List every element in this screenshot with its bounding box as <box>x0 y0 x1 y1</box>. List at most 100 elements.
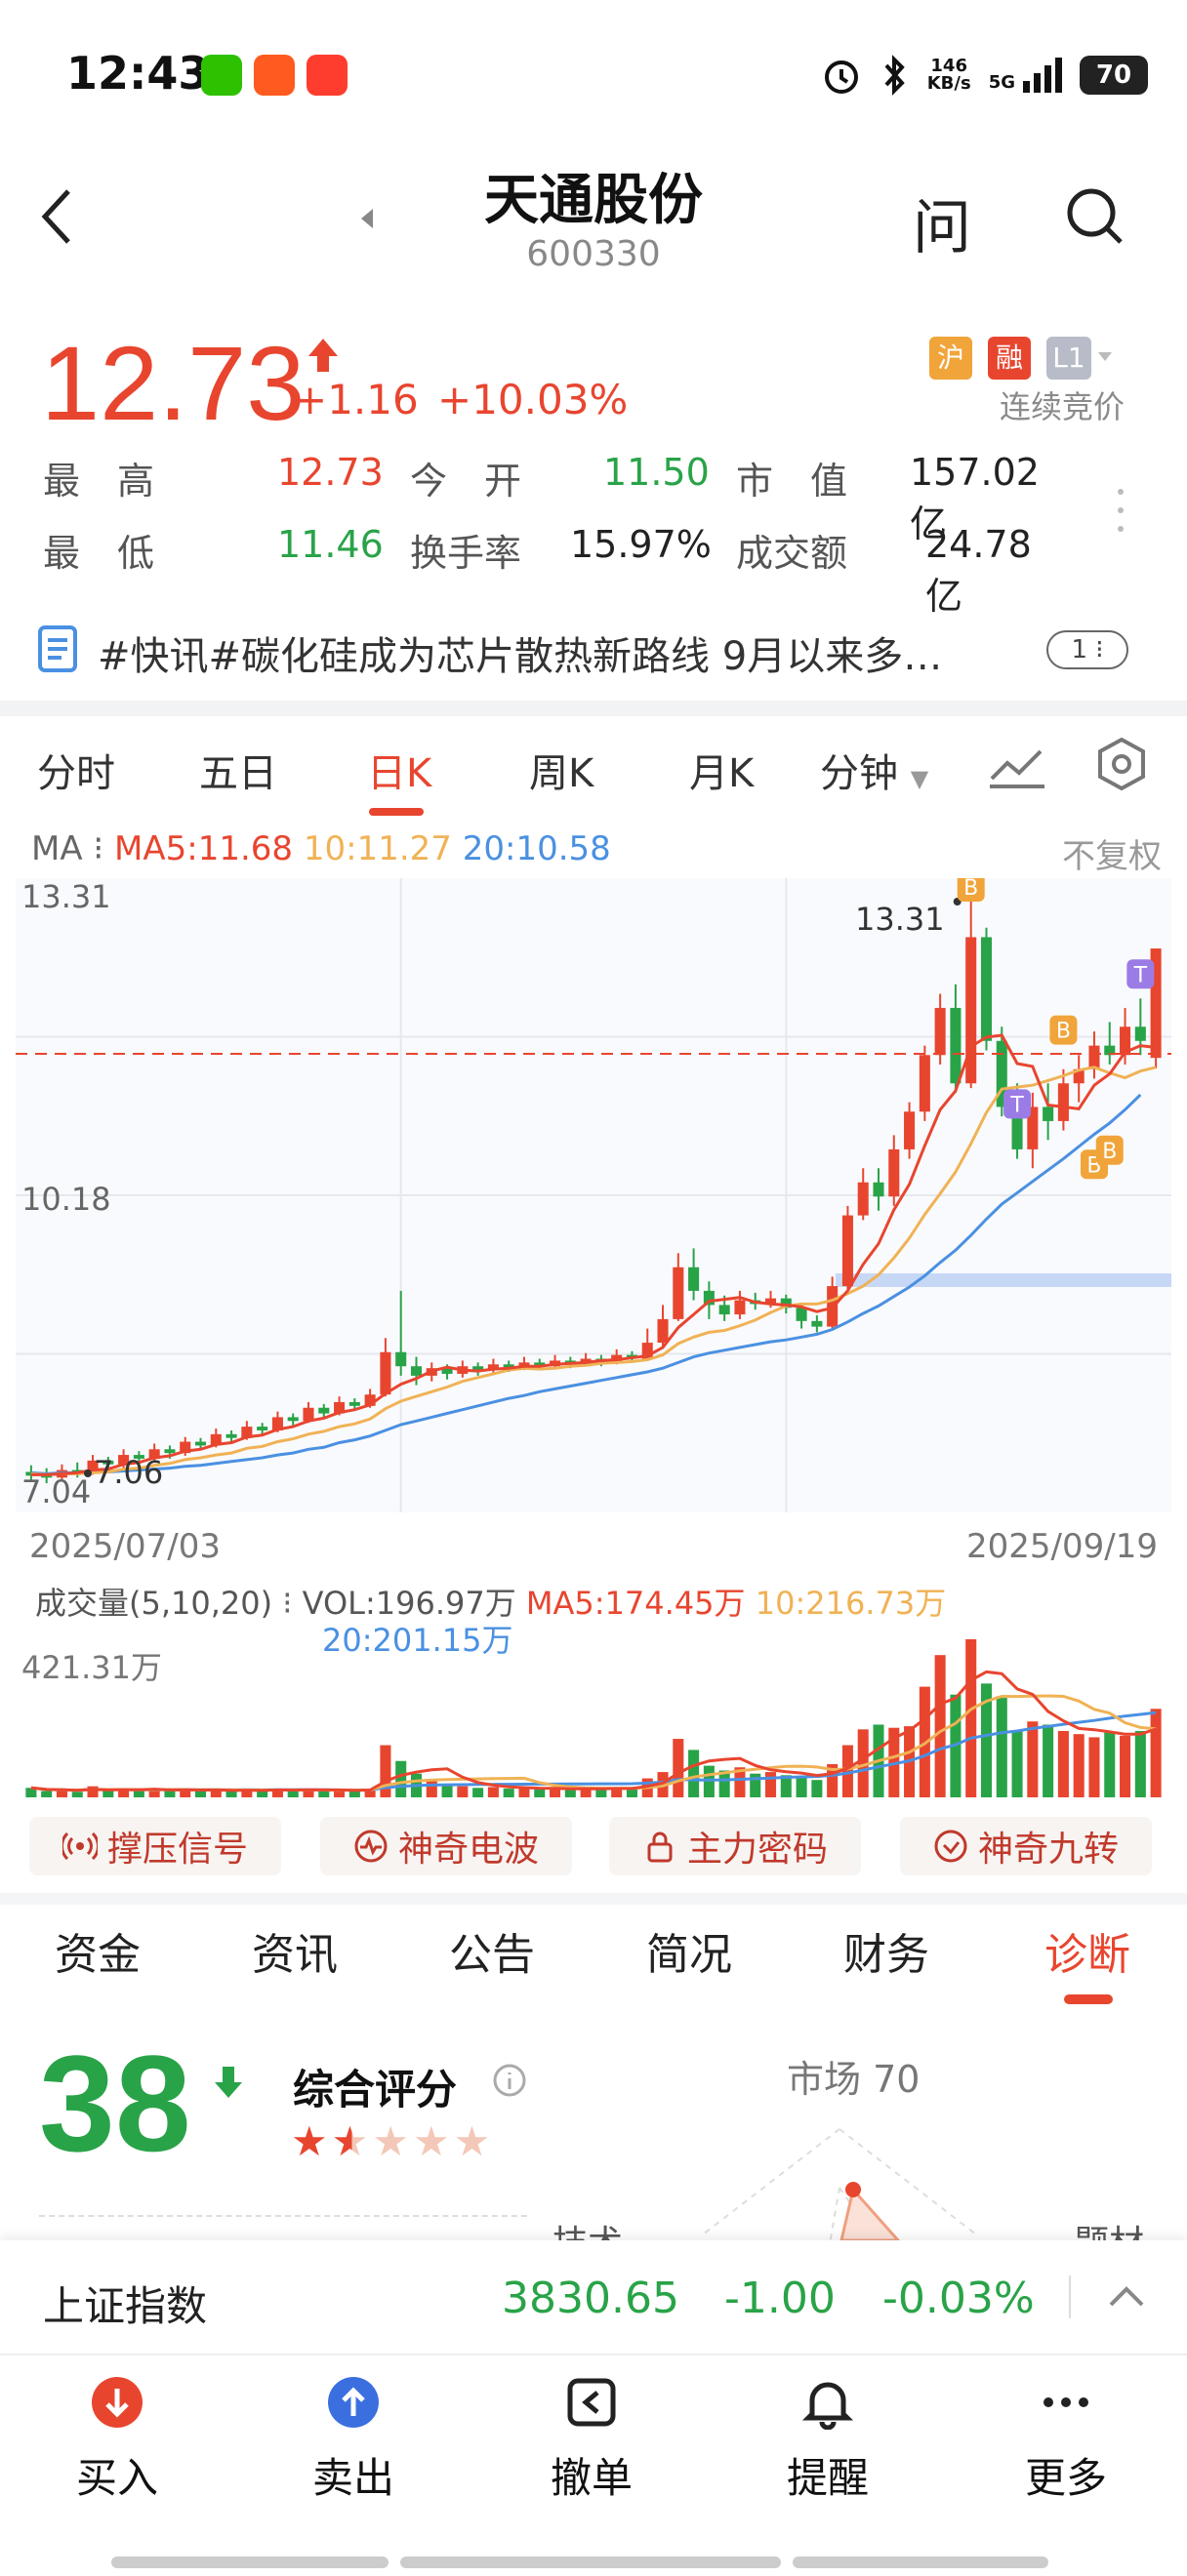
radar-area <box>839 2186 902 2242</box>
level1-badge[interactable]: L1 <box>1046 337 1091 380</box>
tab-monthly-k[interactable]: 月K <box>689 751 755 796</box>
candle-up <box>487 1364 499 1371</box>
candle-down <box>102 1460 114 1465</box>
price-adjust-toggle[interactable]: 不复权 <box>1062 837 1162 876</box>
volume-bar-up <box>518 1788 530 1797</box>
volume-bar-up <box>87 1786 99 1797</box>
back-arrow-icon[interactable] <box>35 185 82 248</box>
overall-score: 38 <box>39 2027 191 2180</box>
candle-down <box>534 1362 546 1367</box>
volume-bar-down <box>41 1791 53 1797</box>
candle-up <box>364 1394 376 1406</box>
volume-bar-up <box>841 1745 853 1797</box>
volume-bar-down <box>534 1789 546 1797</box>
tab-daily-k[interactable]: 日K <box>367 751 432 796</box>
more-button[interactable]: 更多 <box>988 2373 1144 2505</box>
ask-icon[interactable]: 问 <box>913 194 971 262</box>
candle-down <box>225 1433 237 1438</box>
tab-diagnosis[interactable]: 诊断 <box>1044 1930 1130 1980</box>
candle-down <box>950 1007 962 1084</box>
volume-chart[interactable] <box>16 1620 1171 1797</box>
news-bar[interactable]: #快讯#碳化硅成为芯片散热新路线 9月以来多… 1 ⁝ <box>0 605 1187 703</box>
volume-bar-down <box>194 1791 207 1797</box>
ma-legend[interactable]: MA ⁝ MA5:11.68 10:11.27 20:10.58 <box>31 829 611 868</box>
y-label-mid: 10.18 <box>21 1181 111 1218</box>
volume-bar-down <box>348 1791 360 1797</box>
candle-up <box>919 1055 930 1112</box>
prev-stock-icon[interactable] <box>359 207 377 230</box>
volume-bar-up <box>1057 1730 1069 1797</box>
auction-status: 连续竞价 <box>999 388 1125 425</box>
alert-button[interactable]: 提醒 <box>750 2373 906 2505</box>
volume-bar-down <box>811 1780 823 1797</box>
dropdown-icon[interactable] <box>1097 351 1113 363</box>
search-icon[interactable] <box>1064 185 1126 248</box>
sell-button[interactable]: 卖出 <box>275 2373 431 2505</box>
index-ticker-bar[interactable]: 上证指数 3830.65 -1.00 -0.03% <box>0 2240 1187 2354</box>
buy-button[interactable]: 买入 <box>39 2373 195 2505</box>
chevron-up-icon[interactable] <box>1107 2283 1146 2309</box>
tab-weekly-k[interactable]: 周K <box>529 751 594 796</box>
settings-hex-icon[interactable] <box>1093 736 1150 792</box>
volume-bars <box>25 1639 1162 1797</box>
tab-five-day[interactable]: 五日 <box>199 751 277 796</box>
volume-bar-down <box>980 1683 993 1797</box>
ma20-line <box>30 1093 1142 1475</box>
news-headline[interactable]: #快讯#碳化硅成为芯片散热新路线 9月以来多… <box>98 634 943 679</box>
news-count-badge[interactable]: 1 ⁝ <box>1046 630 1128 669</box>
volume-bar-up <box>1150 1709 1162 1797</box>
candle-down <box>410 1366 423 1376</box>
star-empty-icon: ★ <box>372 2117 413 2165</box>
volume-bar-down <box>287 1791 299 1797</box>
signal-support-resistance[interactable]: 撑压信号 <box>29 1817 281 1875</box>
candle-down <box>441 1368 453 1374</box>
radar-point <box>845 2182 861 2197</box>
amount-value: 24.78亿 <box>925 523 1032 618</box>
volume-bar-up <box>334 1790 346 1797</box>
star-empty-icon: ★ <box>453 2117 495 2165</box>
tab-funds[interactable]: 资金 <box>55 1930 141 1980</box>
high-label: 最 高 <box>43 460 155 503</box>
ma10-line <box>30 1066 1157 1476</box>
candle-down <box>194 1441 207 1446</box>
candle-up <box>118 1455 130 1465</box>
ma5-line <box>30 1033 1157 1476</box>
active-tab-underline <box>369 808 424 816</box>
volume-legend[interactable]: 成交量(5,10,20) ⁝ VOL:196.97万 MA5:174.45万 1… <box>35 1585 947 1622</box>
volume-bar-down <box>750 1773 761 1797</box>
candle-up <box>1120 1026 1131 1056</box>
svg-text:B: B <box>1102 1140 1117 1164</box>
current-price: 12.73 <box>41 324 306 442</box>
index-change-pct: -0.03% <box>882 2274 1035 2323</box>
volume-bar-up <box>457 1786 469 1797</box>
tab-minute[interactable]: 分钟 ▼ <box>820 751 929 796</box>
check-circle-icon <box>934 1830 967 1863</box>
more-dots-icon[interactable] <box>1113 486 1128 535</box>
score-title: 综合评分 <box>293 2066 458 2113</box>
volume-bar-down <box>796 1776 807 1797</box>
volume-bar-up <box>180 1789 191 1797</box>
tab-news[interactable]: 资讯 <box>252 1930 338 1980</box>
candle-down <box>1104 1045 1116 1056</box>
volume-ma20-legend: 20:201.15万 <box>322 1622 513 1659</box>
candle-up <box>303 1407 314 1422</box>
volume-bar-up <box>734 1767 746 1797</box>
candle-up <box>87 1460 99 1472</box>
index-change: -1.00 <box>724 2274 836 2323</box>
signal-main-force[interactable]: 主力密码 <box>609 1817 861 1875</box>
signal-magic-nine[interactable]: 神奇九转 <box>900 1817 1152 1875</box>
x-label-start: 2025/07/03 <box>29 1527 221 1566</box>
tab-announcements[interactable]: 公告 <box>449 1930 535 1980</box>
tab-profile[interactable]: 简况 <box>646 1930 732 1980</box>
signal-magic-wave[interactable]: 神奇电波 <box>320 1817 572 1875</box>
tab-intraday[interactable]: 分时 <box>37 751 115 796</box>
tab-finance[interactable]: 财务 <box>843 1930 929 1980</box>
info-icon[interactable] <box>492 2063 527 2098</box>
sell-icon <box>328 2377 379 2428</box>
status-time: 12:43 <box>66 47 210 100</box>
indicator-icon[interactable] <box>988 742 1046 790</box>
volume-bar-up <box>1027 1721 1039 1797</box>
candle-down <box>71 1469 83 1472</box>
cancel-order-button[interactable]: 撤单 <box>513 2373 670 2505</box>
